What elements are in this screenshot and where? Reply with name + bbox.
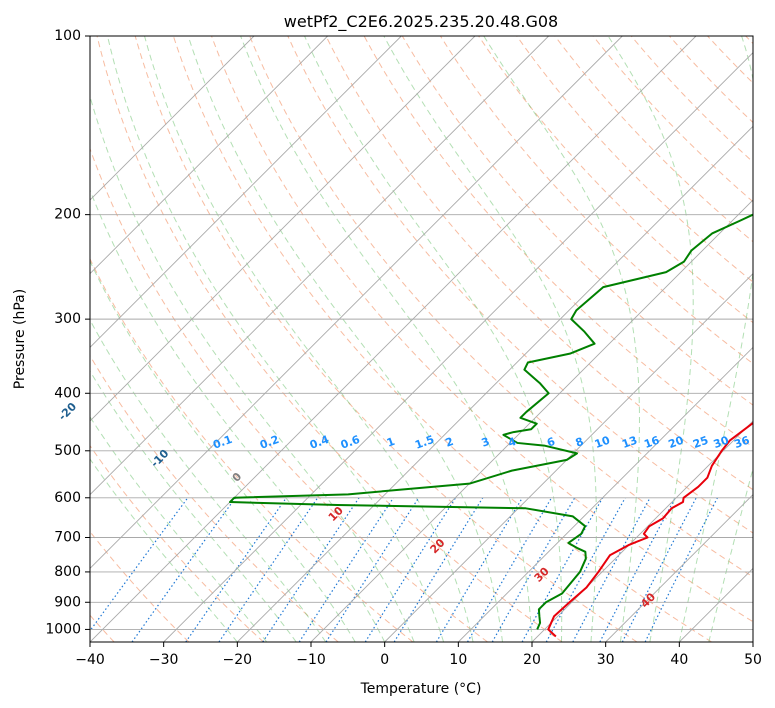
y-tick-label: 600 <box>54 490 81 506</box>
y-tick-label: 400 <box>54 385 81 401</box>
mixing-ratio-label: 6 <box>545 435 557 450</box>
dry-adiabat-line <box>249 36 753 578</box>
plot-frame <box>89 35 754 643</box>
isotherm-line <box>458 346 753 642</box>
moist-adiabat-line <box>90 416 268 642</box>
profile-lines <box>228 213 753 638</box>
y-tick-label: 1000 <box>45 621 81 637</box>
mixing-ratio-label: 0.6 <box>339 433 362 452</box>
mixing-ratio-label: 4 <box>506 435 518 450</box>
mixing-ratio-label: 3 <box>480 435 492 450</box>
dry-adiabat-line <box>90 444 264 642</box>
mixing-ratio-label: 1.5 <box>413 433 436 452</box>
mixing-ratio-label: 0.1 <box>211 433 234 452</box>
mixing-ratio-line <box>621 497 697 642</box>
dry-adiabat-line <box>287 36 753 534</box>
x-tick-label: 50 <box>744 652 762 668</box>
y-tick-label: 200 <box>54 207 81 223</box>
plot-background <box>90 36 753 642</box>
dewpoint-profile-line <box>228 213 753 630</box>
y-axis-label: Pressure (hPa) <box>12 289 28 389</box>
x-tick-label: −40 <box>75 652 105 668</box>
y-tick-label: 700 <box>54 530 81 546</box>
x-axis-label: Temperature (°C) <box>360 681 482 697</box>
mixing-ratio-line <box>364 497 457 642</box>
temperature-profile-line <box>547 421 753 638</box>
mixing-ratio-line <box>572 497 651 642</box>
mixing-ratio-label: 25 <box>691 434 710 451</box>
mixing-ratio-label: 16 <box>642 433 661 451</box>
mixing-ratio-label: 10 <box>593 433 612 451</box>
mixing-ratio-label: 20 <box>667 433 686 451</box>
y-tick-label: 900 <box>54 594 81 610</box>
mixing-ratio-line <box>262 497 360 642</box>
moist-adiabat-line <box>483 36 640 642</box>
x-tick-label: 20 <box>523 652 541 668</box>
isotherm-line <box>605 494 753 642</box>
moist-adiabat-line <box>187 36 504 642</box>
background-lines <box>90 36 753 642</box>
mixing-ratio-line <box>599 497 676 642</box>
moist-adiabat-line <box>304 36 563 642</box>
dry-adiabat-line <box>90 354 339 642</box>
x-tick-label: 30 <box>597 652 615 668</box>
dry-adiabat-line <box>211 36 753 623</box>
isotherm-line <box>90 36 402 348</box>
mixing-ratio-line <box>644 497 719 642</box>
isotherm-line <box>90 36 549 496</box>
moist-adiabat-line <box>90 370 297 642</box>
x-tick-label: −10 <box>296 652 326 668</box>
mixing-ratio-label: 13 <box>620 434 639 451</box>
chart-title: wetPf2_C2E6.2025.235.20.48.G08 <box>284 12 558 32</box>
moist-adiabat-line <box>90 260 356 642</box>
moist-adiabat-line <box>607 36 694 642</box>
x-tick-label: 0 <box>380 652 389 668</box>
y-tick-label: 100 <box>54 28 81 44</box>
dry-adiabat-line <box>172 36 712 642</box>
moist-adiabat-line <box>90 458 238 642</box>
moist-adiabat-line <box>144 36 474 642</box>
mixing-ratio-line <box>90 497 189 632</box>
mixing-ratio-label: 2 <box>444 435 456 450</box>
isotherm-line <box>531 420 753 642</box>
y-tick-label: 300 <box>54 311 81 327</box>
x-tick-label: 40 <box>670 652 688 668</box>
x-tick-label: −30 <box>149 652 179 668</box>
mixing-ratio-label: 0.4 <box>308 433 331 452</box>
mixing-ratio-label: 8 <box>574 435 586 450</box>
mixing-ratio-line <box>393 497 484 642</box>
isotherm-line <box>90 36 623 569</box>
dry-adiabat-line <box>516 36 753 283</box>
isotherm-line <box>90 36 476 422</box>
isotherm-line <box>163 52 753 642</box>
dry-adiabat-line <box>325 36 753 491</box>
mixing-ratio-line <box>131 497 236 642</box>
isotherm-line <box>90 36 697 642</box>
moist-adiabat-line <box>708 466 753 642</box>
dry-adiabat-line <box>90 257 414 642</box>
isotherm-line <box>237 125 753 642</box>
mixing-ratio-label: 1 <box>385 435 397 450</box>
mixing-ratio-label: 36 <box>733 433 752 451</box>
moist-adiabat-line <box>678 36 753 642</box>
isotherm-line <box>90 36 328 275</box>
axis-ticks: −40 −30 −20 −10 0 10 20 30 40 5010020030040050060… <box>45 28 762 668</box>
moist-adiabat-line <box>90 188 386 642</box>
mixing-ratio-line <box>435 497 523 642</box>
y-tick-label: 800 <box>54 564 81 580</box>
isotherm-line <box>310 199 753 642</box>
dry-adiabat-line <box>96 36 563 642</box>
y-tick-label: 500 <box>54 443 81 459</box>
moist-adiabat-line <box>107 36 445 642</box>
x-tick-label: −20 <box>223 652 253 668</box>
isotherm-line <box>384 273 753 642</box>
mixing-ratio-label: 0.2 <box>258 433 281 452</box>
mixing-ratio-label: 30 <box>712 433 731 451</box>
moist-adiabat-line <box>240 36 533 642</box>
x-tick-label: 10 <box>449 652 467 668</box>
moist-adiabat-line <box>90 319 327 642</box>
isotherm-line <box>90 36 255 201</box>
moist-adiabat-line <box>383 36 597 642</box>
